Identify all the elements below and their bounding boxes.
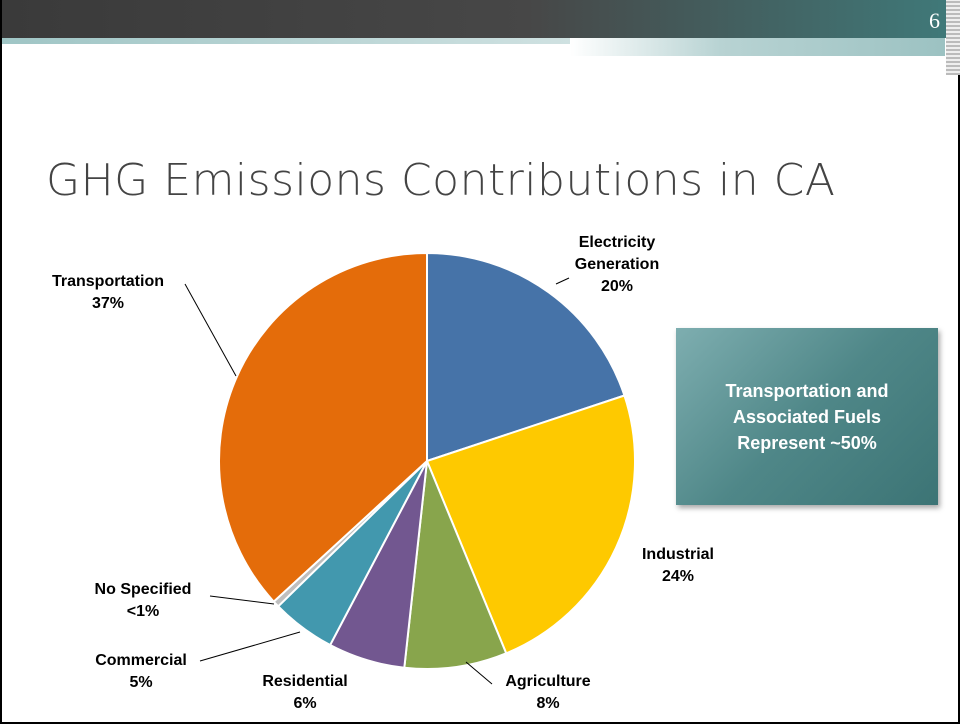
slice-name: No Specified xyxy=(94,581,192,598)
data-label: Electricity Generation 20% xyxy=(552,232,682,298)
leader-line xyxy=(209,595,275,605)
page-number: 6 xyxy=(929,8,940,33)
leader-line xyxy=(465,661,493,685)
slide-title: GHG Emissions Contributions in CA xyxy=(46,155,836,206)
border xyxy=(0,722,960,724)
border xyxy=(0,0,2,724)
slice-name: Commercial xyxy=(95,652,187,669)
callout-box: Transportation and Associated Fuels Repr… xyxy=(676,328,938,505)
slice-value: 24% xyxy=(661,568,695,585)
callout-text: Transportation and Associated Fuels Repr… xyxy=(725,380,889,453)
header-stripe xyxy=(570,38,945,56)
slice-name: Electricity Generation xyxy=(574,234,660,273)
pie-slice xyxy=(403,460,508,670)
slice-name: Agriculture xyxy=(505,673,591,690)
slice-value: 20% xyxy=(600,278,634,295)
slice-name: Residential xyxy=(262,673,348,690)
pie-slice xyxy=(426,251,626,463)
slice-value: 8% xyxy=(536,695,560,712)
header-stripe xyxy=(0,38,570,44)
pie-slice xyxy=(218,251,428,604)
header-edge xyxy=(946,0,960,75)
data-label: Industrial 24% xyxy=(613,544,743,588)
slice-value: 6% xyxy=(293,695,317,712)
data-label: Commercial 5% xyxy=(76,650,206,694)
border xyxy=(958,75,960,724)
slice-name: Transportation xyxy=(51,273,164,290)
leader-line xyxy=(184,283,237,377)
slice-name: Industrial xyxy=(641,546,714,563)
data-label: Residential 6% xyxy=(240,671,370,715)
slice-value: <1% xyxy=(126,603,160,620)
data-label: Transportation 37% xyxy=(28,271,188,315)
pie-slice xyxy=(425,394,636,655)
leader-line xyxy=(199,631,301,662)
header-bar xyxy=(0,0,960,38)
data-label: No Specified <1% xyxy=(73,579,213,623)
slice-value: 5% xyxy=(129,674,153,691)
slice-value: 37% xyxy=(91,295,125,312)
data-label: Agriculture 8% xyxy=(483,671,613,715)
leader-line xyxy=(555,277,570,285)
